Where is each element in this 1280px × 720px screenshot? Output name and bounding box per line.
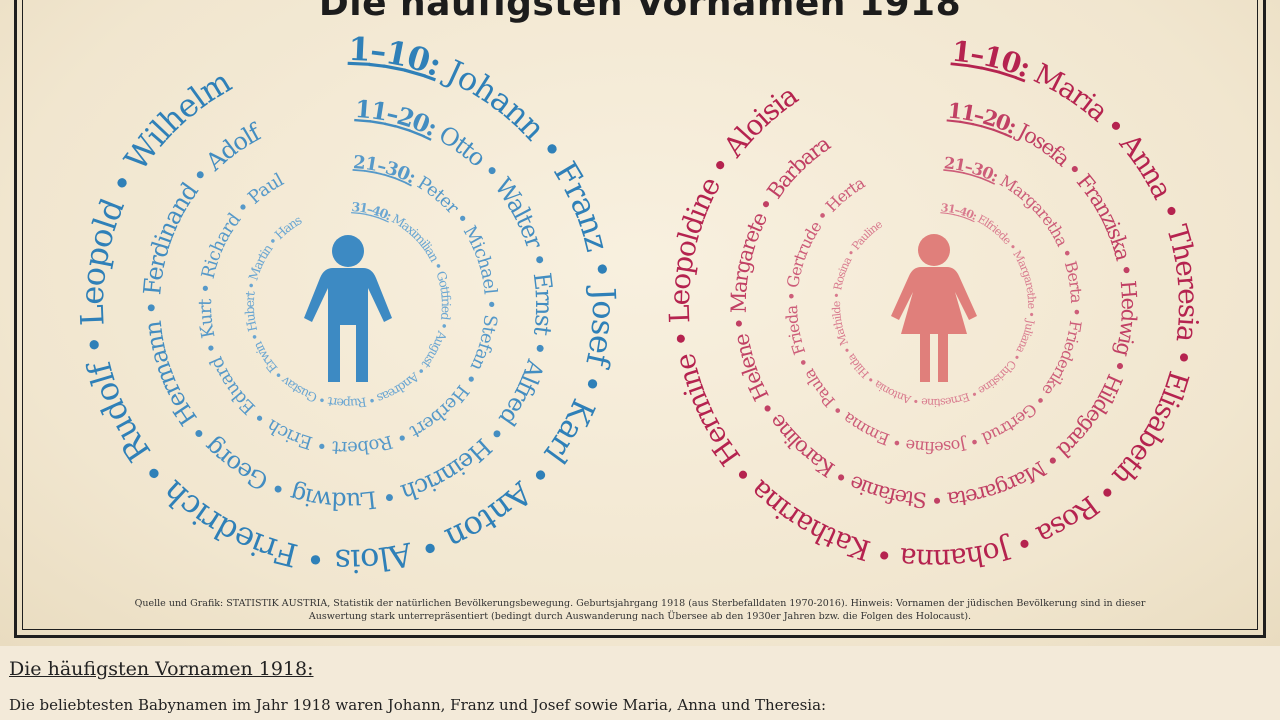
boys-rank-label-4: 31–40: (351, 199, 394, 223)
girls-name: • Mathilde (830, 301, 856, 359)
source-note: Quelle und Grafik: STATISTIK AUSTRIA, St… (134, 598, 1146, 622)
boys-name: • Wilhelm (97, 62, 238, 209)
girls-name: • Gertrud (979, 387, 1053, 448)
boy-figure-icon (304, 235, 392, 382)
girls-name: • Frieda (782, 304, 816, 375)
girls-name: Maria (1022, 54, 1115, 129)
girls-name: • Leopoldine (663, 171, 728, 358)
boys-name: • Kurt (195, 298, 226, 362)
girls-name: • Josefine (904, 430, 986, 457)
boys-name: • Josef (578, 246, 623, 371)
poster-title: Die häufigsten Vornamen 1918 (318, 0, 962, 24)
boys-name: • Ludwig (287, 479, 406, 515)
girls-name: • Christine (976, 349, 1025, 398)
section-heading: Die häufigsten Vornamen 1918: (9, 658, 314, 680)
boys-name: • Alfred (493, 332, 556, 431)
poster-frame-inner (22, 0, 1258, 630)
girls-name: • Rosina (830, 254, 855, 302)
boys-name: • Gustav (277, 373, 330, 409)
boys-name: • Erwin (250, 339, 289, 385)
boys-name: • Hubert (242, 290, 264, 346)
boys-name: • Stefan (465, 293, 501, 374)
girls-name: • Hedwig (1110, 256, 1140, 359)
boys-name: • Karl (537, 360, 616, 471)
boys-name: • Alois (334, 523, 455, 580)
girls-name: Elfriede (973, 211, 1014, 247)
boys-name: • Martin (243, 241, 276, 293)
girls-name: • Helene (729, 331, 784, 424)
girls-name: • Emma (839, 408, 909, 454)
girls-name: • Herta (810, 173, 869, 229)
boys-name: • August (419, 318, 453, 371)
article-section: Die häufigsten Vornamen 1918: Die belieb… (0, 646, 1280, 720)
girls-name: • Margarethe (1004, 238, 1038, 309)
girls-name: • Gertrude (782, 217, 826, 305)
boys-name: • Erich (263, 414, 334, 457)
girls-name: • Hilda (844, 351, 880, 389)
girls-name: • Paula (799, 365, 851, 423)
boys-name: • Leopold (73, 193, 132, 367)
boys-name: • Rupert (326, 392, 381, 412)
girl-figure-icon (891, 234, 977, 382)
boys-name: • Ferdinand (138, 177, 204, 322)
boys-rank-label-2: 11–20: (354, 94, 442, 142)
boys-name: • Robert (330, 423, 416, 458)
boys-rank-label-1: 1–10: (347, 30, 446, 84)
girls-name: • Berta (1055, 241, 1087, 304)
poster-frame-outer (14, 0, 1266, 638)
girls-name: • Johanna (898, 522, 1046, 577)
boys-name: • Georg (198, 432, 295, 506)
boys-name: • Ernst (522, 243, 558, 338)
boys-name: • Paul (229, 169, 288, 222)
boys-name: • Gottfried (429, 257, 454, 321)
girls-name: • Theresia (1149, 190, 1205, 344)
girls-name: • Margarete (727, 208, 773, 336)
girls-name: • Rosa (1031, 469, 1130, 552)
girls-name: • Pauline (843, 218, 885, 262)
boys-name: • Richard (195, 209, 245, 300)
boys-rank-label-3: 21–30: (352, 152, 419, 188)
girls-rank-label-1: 1–10: (950, 35, 1035, 85)
girls-rank-label-2: 11–20: (946, 97, 1021, 139)
name-spirals: 1–10: Johann • Franz • Josef • Karl • An… (73, 30, 1205, 580)
girls-name: • Stefanie (846, 470, 950, 512)
girls-rank-label-3: 21–30: (943, 153, 1002, 186)
boys-name: • Andreas (375, 361, 431, 406)
infographic-poster: Die häufigsten Vornamen 1918 1–10: Johan… (0, 0, 1280, 646)
girls-name: • Friederike (1038, 303, 1086, 400)
girls-name: • Ernestine (921, 385, 983, 409)
boys-spiral: 1–10: Johann • Franz • Josef • Karl • An… (73, 30, 623, 580)
boys-name: Maximilian (387, 209, 443, 264)
section-text: Die beliebtesten Babynamen im Jahr 1918 … (9, 696, 827, 714)
girls-rank-label-4: 31–40: (940, 201, 979, 223)
boys-name: • Adolf (181, 117, 267, 194)
girls-spiral: 1–10: Maria • Anna • Theresia • Elisabet… (663, 35, 1205, 577)
girls-name: • Antonia (871, 377, 923, 408)
girls-name: • Juliana (1013, 308, 1038, 356)
boys-name: • Hans (263, 212, 305, 251)
boys-name: • Michael (447, 204, 501, 295)
